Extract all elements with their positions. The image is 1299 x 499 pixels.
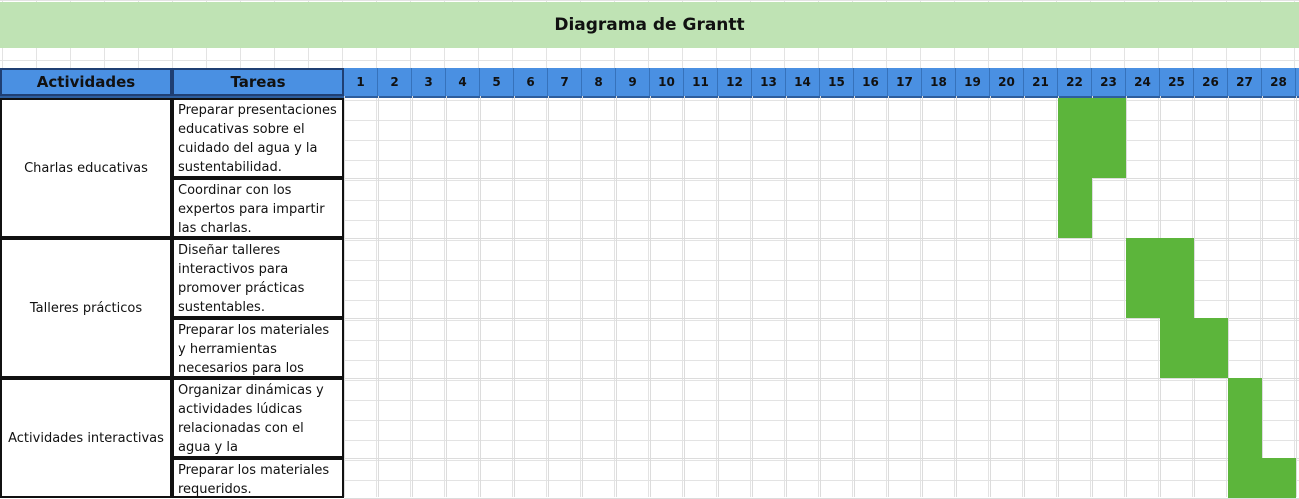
column-divider <box>344 96 345 497</box>
day-header: 16 <box>854 68 888 96</box>
column-divider <box>582 96 583 497</box>
column-divider <box>378 96 379 497</box>
row-divider <box>344 238 1299 239</box>
chart-title: Diagrama de Grantt <box>0 2 1299 48</box>
column-divider <box>1092 96 1093 497</box>
day-header: 2 <box>378 68 412 96</box>
column-divider <box>548 96 549 497</box>
column-divider <box>922 96 923 497</box>
activity-cell: Actividades interactivas <box>0 378 172 498</box>
column-divider <box>956 96 957 497</box>
gantt-bar <box>1160 318 1228 378</box>
day-header: 26 <box>1194 68 1228 96</box>
day-header: 10 <box>650 68 684 96</box>
task-cell: Preparar los materiales y herramientas n… <box>172 318 344 378</box>
gantt-bar <box>1058 178 1092 238</box>
day-header: 18 <box>922 68 956 96</box>
column-divider <box>514 96 515 497</box>
row-divider <box>344 378 1299 379</box>
column-divider <box>1024 96 1025 497</box>
tasks-header: Tareas <box>172 68 344 96</box>
day-header: 27 <box>1228 68 1262 96</box>
day-header: 25 <box>1160 68 1194 96</box>
activity-cell: Charlas educativas <box>0 98 172 238</box>
day-header: 11 <box>684 68 718 96</box>
day-header: 15 <box>820 68 854 96</box>
task-cell: Diseñar talleres interactivos para promo… <box>172 238 344 318</box>
gantt-bar <box>1058 98 1126 178</box>
day-header: 5 <box>480 68 514 96</box>
column-divider <box>1194 96 1195 497</box>
day-header: 14 <box>786 68 820 96</box>
day-header: 24 <box>1126 68 1160 96</box>
task-cell: Preparar presentaciones educativas sobre… <box>172 98 344 178</box>
column-divider <box>650 96 651 497</box>
gantt-bar <box>1228 458 1296 498</box>
gantt-bar <box>1228 378 1262 458</box>
day-header: 13 <box>752 68 786 96</box>
column-divider <box>786 96 787 497</box>
task-cell: Preparar los materiales requeridos. <box>172 458 344 498</box>
day-header: 21 <box>1024 68 1058 96</box>
column-divider <box>752 96 753 497</box>
header-row: Actividades Tareas 1 2 3 4 5 6 7 8 9 10 11 12 13 14 15… <box>0 68 1299 98</box>
column-divider <box>1296 96 1297 497</box>
activities-header: Actividades <box>0 68 172 96</box>
day-header: 17 <box>888 68 922 96</box>
day-header: 7 <box>548 68 582 96</box>
column-divider <box>888 96 889 497</box>
column-divider <box>1058 96 1059 497</box>
day-header: 3 <box>412 68 446 96</box>
row-divider <box>344 458 1299 459</box>
column-divider <box>718 96 719 497</box>
day-header: 6 <box>514 68 548 96</box>
column-divider <box>446 96 447 497</box>
activity-cell: Talleres prácticos <box>0 238 172 378</box>
day-header: 19 <box>956 68 990 96</box>
column-divider <box>990 96 991 497</box>
day-header: 9 <box>616 68 650 96</box>
task-cell: Coordinar con los expertos para impartir… <box>172 178 344 238</box>
column-divider <box>684 96 685 497</box>
gantt-bar <box>1126 238 1194 318</box>
task-cell: Organizar dinámicas y actividades lúdica… <box>172 378 344 458</box>
column-divider <box>412 96 413 497</box>
column-divider <box>854 96 855 497</box>
day-header: 12 <box>718 68 752 96</box>
row-divider <box>344 318 1299 319</box>
day-header: 1 <box>344 68 378 96</box>
column-divider <box>1228 96 1229 497</box>
column-divider <box>820 96 821 497</box>
row-divider <box>344 178 1299 179</box>
day-header: 22 <box>1058 68 1092 96</box>
day-header: 20 <box>990 68 1024 96</box>
day-header: 8 <box>582 68 616 96</box>
column-divider <box>616 96 617 497</box>
day-header: 23 <box>1092 68 1126 96</box>
day-header: 4 <box>446 68 480 96</box>
day-header: 28 <box>1262 68 1296 96</box>
column-divider <box>480 96 481 497</box>
column-divider <box>1262 96 1263 497</box>
